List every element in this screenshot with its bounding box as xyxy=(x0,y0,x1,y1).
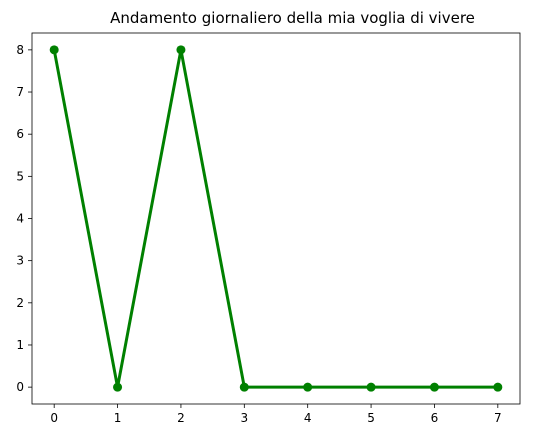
y-tick-label: 4 xyxy=(16,212,24,226)
y-tick-label: 2 xyxy=(16,296,24,310)
x-tick-label: 3 xyxy=(240,411,248,425)
x-tick-label: 7 xyxy=(494,411,502,425)
data-point xyxy=(430,383,439,392)
data-point xyxy=(50,45,59,54)
x-tick-label: 6 xyxy=(431,411,439,425)
y-tick-label: 3 xyxy=(16,254,24,268)
y-tick-label: 7 xyxy=(16,85,24,99)
data-point xyxy=(367,383,376,392)
data-point xyxy=(113,383,122,392)
data-point xyxy=(493,383,502,392)
x-tick-label: 1 xyxy=(114,411,122,425)
data-point xyxy=(176,45,185,54)
x-axis: 0 1 2 3 4 5 6 7 xyxy=(50,404,501,425)
axes-frame xyxy=(32,33,520,404)
data-point xyxy=(240,383,249,392)
x-tick-label: 0 xyxy=(50,411,58,425)
x-tick-label: 5 xyxy=(367,411,375,425)
y-tick-label: 0 xyxy=(16,380,24,394)
data-point xyxy=(303,383,312,392)
y-tick-label: 6 xyxy=(16,127,24,141)
plot-area xyxy=(32,33,520,404)
y-tick-label: 5 xyxy=(16,169,24,183)
x-tick-label: 2 xyxy=(177,411,185,425)
y-axis: 0 1 2 3 4 5 6 7 8 xyxy=(16,43,32,394)
chart-title: Andamento giornaliero della mia voglia d… xyxy=(110,9,475,27)
series-line xyxy=(54,50,498,387)
series-layer xyxy=(50,45,503,391)
y-tick-label: 8 xyxy=(16,43,24,57)
y-tick-label: 1 xyxy=(16,338,24,352)
x-tick-label: 4 xyxy=(304,411,312,425)
